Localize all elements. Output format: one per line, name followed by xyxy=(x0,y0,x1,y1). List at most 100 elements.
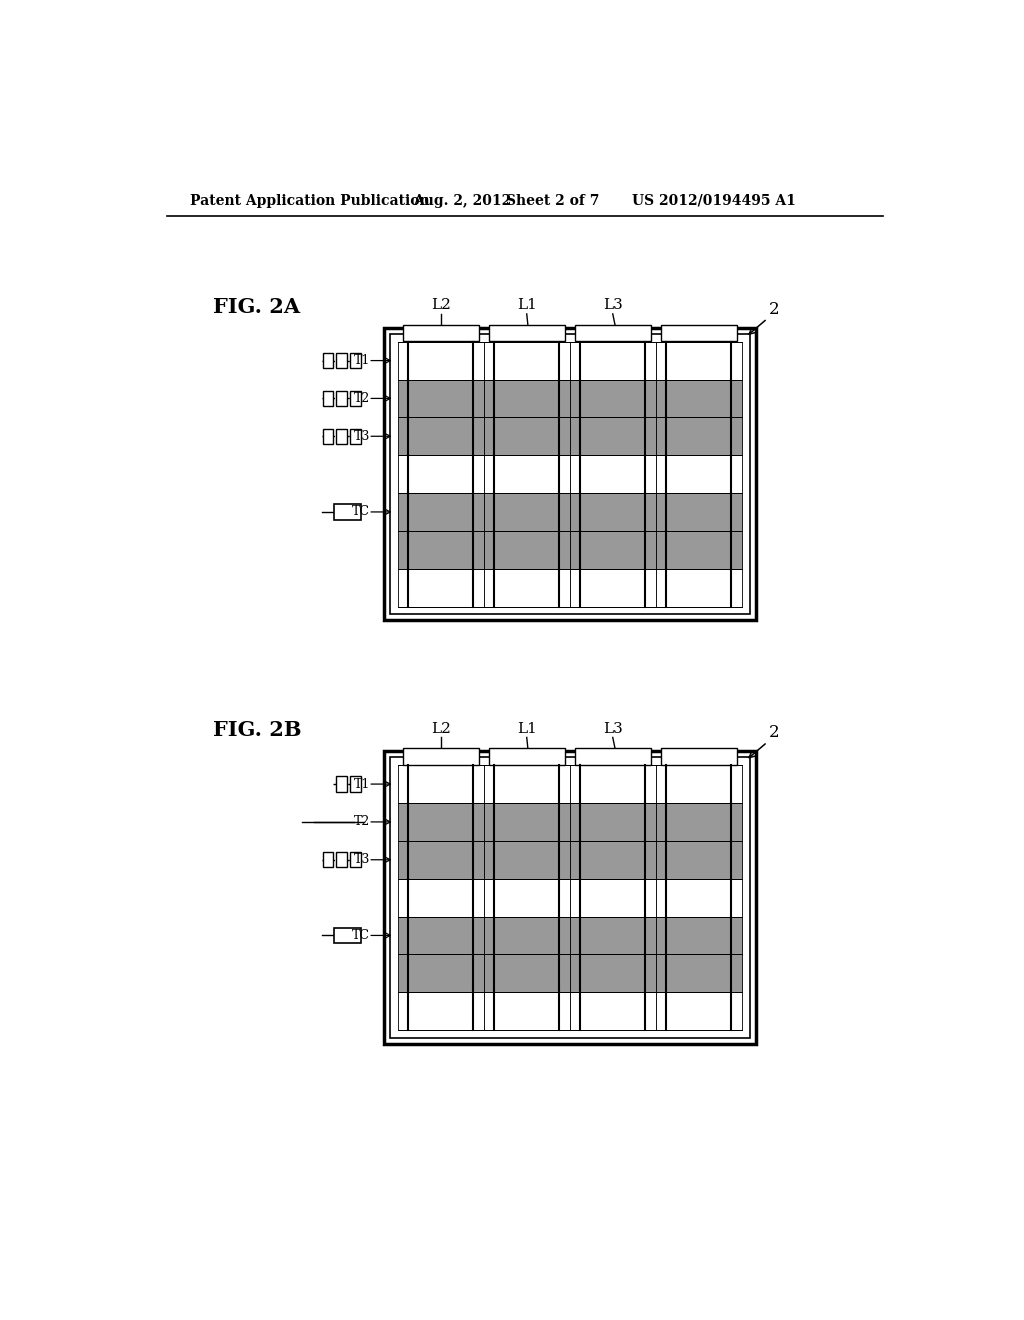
Bar xyxy=(323,853,334,867)
Bar xyxy=(397,803,483,841)
Bar xyxy=(655,569,741,607)
Text: L3: L3 xyxy=(603,722,623,737)
Text: L1: L1 xyxy=(517,298,537,313)
Text: L3: L3 xyxy=(603,298,623,313)
Bar xyxy=(569,380,655,417)
Bar xyxy=(488,325,564,342)
Bar xyxy=(350,429,361,444)
Bar xyxy=(397,954,483,993)
Bar xyxy=(384,327,756,620)
Bar xyxy=(397,455,483,494)
Bar xyxy=(655,993,741,1030)
Bar xyxy=(390,758,750,1038)
Bar xyxy=(397,766,483,803)
Bar xyxy=(350,853,361,867)
Bar xyxy=(483,954,569,993)
Bar xyxy=(397,916,483,954)
Bar xyxy=(334,928,361,942)
Text: FIG. 2B: FIG. 2B xyxy=(213,721,302,741)
Bar xyxy=(655,803,741,841)
Bar xyxy=(350,776,361,792)
Text: Patent Application Publication: Patent Application Publication xyxy=(190,194,430,207)
Bar xyxy=(655,342,741,380)
Bar xyxy=(397,342,483,380)
Bar xyxy=(397,531,483,569)
Text: FIG. 2A: FIG. 2A xyxy=(213,297,300,317)
Bar xyxy=(574,325,650,342)
Bar xyxy=(569,531,655,569)
Bar xyxy=(569,954,655,993)
Bar xyxy=(337,429,347,444)
Bar xyxy=(574,748,650,764)
Bar xyxy=(655,531,741,569)
Bar xyxy=(655,841,741,879)
Bar xyxy=(483,380,569,417)
Text: Aug. 2, 2012: Aug. 2, 2012 xyxy=(414,194,511,207)
Text: Sheet 2 of 7: Sheet 2 of 7 xyxy=(506,194,600,207)
Bar xyxy=(655,380,741,417)
Bar xyxy=(569,417,655,455)
Bar xyxy=(569,803,655,841)
Text: T2: T2 xyxy=(353,392,370,405)
Bar xyxy=(390,334,750,614)
Text: L2: L2 xyxy=(431,722,451,737)
Text: T3: T3 xyxy=(353,853,370,866)
Bar xyxy=(334,504,361,520)
Bar xyxy=(569,766,655,803)
Bar xyxy=(350,352,361,368)
Bar xyxy=(655,494,741,531)
Bar xyxy=(655,879,741,916)
Bar xyxy=(569,841,655,879)
Bar xyxy=(384,751,756,1044)
Bar xyxy=(569,993,655,1030)
Bar xyxy=(483,531,569,569)
Bar xyxy=(483,993,569,1030)
Bar xyxy=(655,954,741,993)
Bar xyxy=(397,841,483,879)
Bar xyxy=(323,391,334,407)
Bar xyxy=(397,879,483,916)
Bar xyxy=(337,776,347,792)
Bar xyxy=(483,342,569,380)
Bar xyxy=(483,766,569,803)
Bar xyxy=(660,748,736,764)
Text: 2: 2 xyxy=(769,725,779,742)
Bar xyxy=(488,748,564,764)
Bar xyxy=(397,380,483,417)
Bar xyxy=(402,325,478,342)
Bar xyxy=(655,455,741,494)
Bar xyxy=(397,494,483,531)
Bar xyxy=(483,803,569,841)
Text: T1: T1 xyxy=(353,354,370,367)
Bar xyxy=(655,916,741,954)
Bar xyxy=(483,455,569,494)
Text: 2: 2 xyxy=(769,301,779,318)
Bar xyxy=(569,916,655,954)
Text: L1: L1 xyxy=(517,722,537,737)
Bar xyxy=(337,391,347,407)
Bar xyxy=(350,391,361,407)
Bar xyxy=(655,417,741,455)
Text: TC: TC xyxy=(352,506,370,519)
Bar xyxy=(397,993,483,1030)
Bar xyxy=(323,352,334,368)
Text: L2: L2 xyxy=(431,298,451,313)
Text: TC: TC xyxy=(352,929,370,942)
Bar xyxy=(483,494,569,531)
Text: US 2012/0194495 A1: US 2012/0194495 A1 xyxy=(632,194,796,207)
Bar xyxy=(483,879,569,916)
Bar xyxy=(397,417,483,455)
Bar xyxy=(569,879,655,916)
Bar xyxy=(337,352,347,368)
Bar xyxy=(483,569,569,607)
Bar xyxy=(569,455,655,494)
Bar xyxy=(569,494,655,531)
Bar xyxy=(655,766,741,803)
Text: T3: T3 xyxy=(353,430,370,442)
Bar xyxy=(483,417,569,455)
Bar xyxy=(337,853,347,867)
Text: T2: T2 xyxy=(353,816,370,829)
Bar xyxy=(402,748,478,764)
Bar xyxy=(397,569,483,607)
Bar xyxy=(483,841,569,879)
